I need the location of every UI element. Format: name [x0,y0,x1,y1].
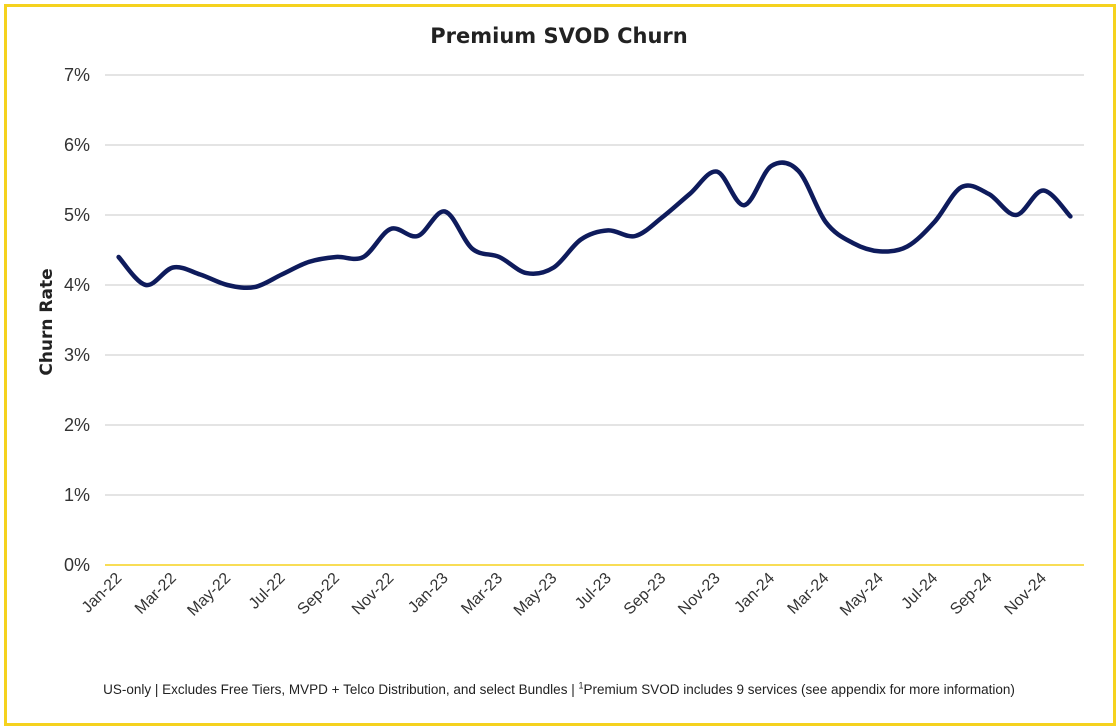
x-tick-label: Nov-23 [675,570,724,619]
x-tick-label: Jul-23 [572,570,615,613]
y-tick-label: 2% [64,415,90,435]
x-tick-label: Nov-24 [1002,570,1051,619]
x-tick-label: Jan-24 [731,570,778,617]
x-tick-label: Sep-24 [947,570,996,619]
footnote-superscript: 1 [578,680,584,691]
y-tick-label: 1% [64,485,90,505]
y-tick-label: 6% [64,135,90,155]
y-axis-ticks: 0% 1% 2% 3% 4% 5% 6% 7% [64,65,90,575]
y-tick-label: 7% [64,65,90,85]
series-group [116,160,1073,291]
x-tick-label: Mar-24 [785,570,833,618]
x-tick-label: Sep-23 [621,570,670,619]
series-line [116,160,1073,291]
x-tick-label: Nov-22 [349,570,398,619]
chart-title: Premium SVOD Churn [430,24,688,48]
footnote-text-2: Premium SVOD includes 9 services (see ap… [583,682,1015,697]
footnote: US-only | Excludes Free Tiers, MVPD + Te… [0,680,1118,697]
x-axis-ticks: Jan-22 Mar-22 May-22 Jul-22 Sep-22 Nov-22 Jan-… [79,570,1050,620]
x-tick-label: May-24 [837,570,887,620]
y-axis-label: Churn Rate [37,268,57,375]
x-tick-label: Jul-24 [898,570,941,613]
x-tick-label: Jan-23 [405,570,452,617]
x-tick-label: Jan-22 [79,570,126,617]
x-tick-label: Sep-22 [294,570,343,619]
y-tick-label: 4% [64,275,90,295]
y-tick-label: 0% [64,555,90,575]
x-tick-label: Mar-22 [132,570,180,618]
x-tick-label: Jul-22 [246,570,289,613]
x-tick-label: May-22 [184,570,234,620]
y-tick-label: 3% [64,345,90,365]
x-tick-label: May-23 [511,570,561,620]
y-tick-label: 5% [64,205,90,225]
chart-frame [4,4,1116,726]
gridlines [105,74,1084,496]
footnote-text: US-only | Excludes Free Tiers, MVPD + Te… [103,682,579,697]
x-tick-label: Mar-23 [458,570,506,618]
